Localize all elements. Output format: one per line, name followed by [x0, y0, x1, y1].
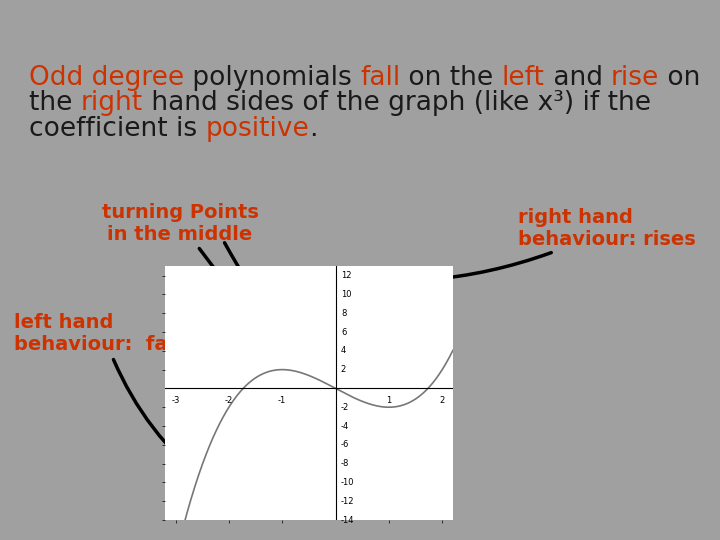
Text: -14: -14	[341, 516, 354, 524]
Text: -3: -3	[171, 396, 180, 405]
Text: -10: -10	[341, 478, 354, 487]
Text: 4: 4	[341, 346, 346, 355]
Text: left: left	[502, 65, 544, 91]
Text: -12: -12	[341, 497, 354, 506]
Text: 1: 1	[386, 396, 392, 405]
Text: the: the	[29, 90, 81, 117]
Text: .: .	[309, 116, 318, 142]
Text: -4: -4	[341, 422, 349, 430]
Text: left hand
behaviour:  falls: left hand behaviour: falls	[14, 313, 207, 483]
Text: fall: fall	[360, 65, 400, 91]
Text: turning Points
in the middle: turning Points in the middle	[102, 202, 286, 363]
Text: Odd degree: Odd degree	[29, 65, 184, 91]
Text: positive: positive	[205, 116, 309, 142]
Text: on: on	[660, 65, 701, 91]
Text: 6: 6	[341, 328, 346, 336]
Text: -1: -1	[278, 396, 287, 405]
Text: -2: -2	[225, 396, 233, 405]
Text: 2: 2	[440, 396, 445, 405]
Text: 2: 2	[341, 365, 346, 374]
Text: -6: -6	[341, 440, 349, 449]
Text: right: right	[81, 90, 143, 117]
Text: -8: -8	[341, 459, 349, 468]
Text: 10: 10	[341, 290, 351, 299]
Text: hand sides of the graph (like x³) if the: hand sides of the graph (like x³) if the	[143, 90, 651, 117]
Text: and: and	[544, 65, 611, 91]
Text: rise: rise	[611, 65, 660, 91]
Text: on the: on the	[400, 65, 502, 91]
Text: polynomials: polynomials	[184, 65, 360, 91]
Text: 12: 12	[341, 271, 351, 280]
Text: -2: -2	[341, 403, 349, 411]
Text: 8: 8	[341, 309, 346, 318]
Text: coefficient is: coefficient is	[29, 116, 205, 142]
Text: right hand
behaviour: rises: right hand behaviour: rises	[428, 208, 696, 284]
